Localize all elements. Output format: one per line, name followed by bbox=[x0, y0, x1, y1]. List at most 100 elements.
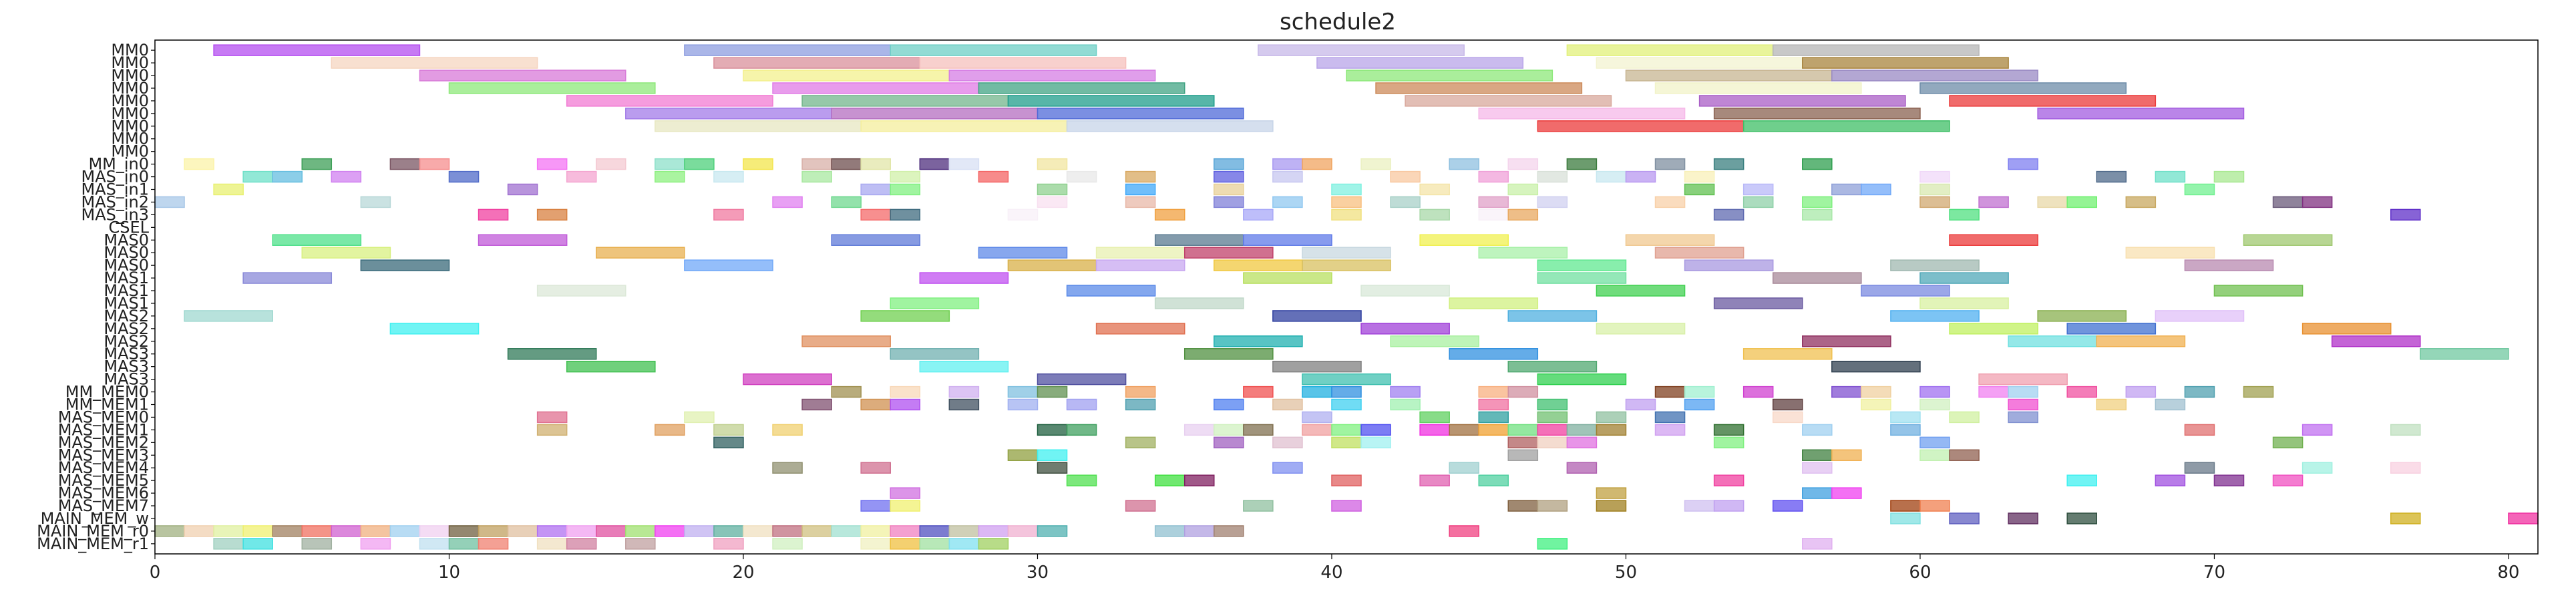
task-bar bbox=[772, 82, 980, 94]
task-bar bbox=[1390, 398, 1421, 411]
task-bar bbox=[1537, 538, 1568, 550]
task-bar bbox=[1331, 183, 1362, 196]
row-label: MAS3 bbox=[104, 370, 149, 389]
task-bar bbox=[948, 398, 980, 411]
task-bar bbox=[566, 360, 656, 373]
row-label: MAS0 bbox=[104, 243, 149, 262]
task-bar bbox=[1125, 170, 1156, 183]
task-bar bbox=[1713, 500, 1744, 512]
task-bar bbox=[536, 538, 568, 550]
task-bar bbox=[684, 158, 715, 170]
row-label: MAS_MEM2 bbox=[58, 433, 149, 452]
task-bar bbox=[213, 183, 244, 196]
task-bar bbox=[1861, 386, 1891, 398]
task-bar bbox=[2155, 170, 2186, 183]
row-label: MM0 bbox=[111, 117, 149, 136]
task-bar bbox=[1066, 424, 1097, 436]
row-label: MM0 bbox=[111, 104, 149, 123]
task-bar bbox=[1007, 398, 1039, 411]
task-bar bbox=[860, 183, 891, 196]
task-bar bbox=[1066, 398, 1097, 411]
task-bar bbox=[1243, 208, 1274, 221]
task-bar bbox=[507, 183, 538, 196]
task-bar bbox=[1919, 386, 1950, 398]
task-bar bbox=[1302, 158, 1332, 170]
task-bar bbox=[2066, 512, 2098, 524]
task-bar bbox=[1684, 183, 1715, 196]
task-bar bbox=[1831, 183, 1862, 196]
task-bar bbox=[1214, 170, 1244, 183]
task-bar bbox=[948, 158, 980, 170]
task-bar bbox=[890, 398, 921, 411]
x-tick-label: 20 bbox=[732, 563, 754, 583]
task-bar bbox=[831, 386, 862, 398]
task-bar bbox=[919, 158, 950, 170]
task-bar bbox=[1537, 436, 1568, 449]
task-bar bbox=[331, 525, 362, 537]
task-bar bbox=[1566, 436, 1598, 449]
task-bar bbox=[536, 158, 568, 170]
task-bar bbox=[242, 272, 333, 284]
task-bar bbox=[1537, 196, 1568, 208]
task-bar bbox=[301, 538, 333, 550]
task-bar bbox=[890, 487, 921, 499]
task-bar bbox=[213, 44, 421, 56]
task-bar bbox=[1772, 272, 1862, 284]
task-bar bbox=[713, 525, 744, 537]
task-bar bbox=[595, 158, 626, 170]
row-label: MM_in0 bbox=[88, 155, 149, 174]
task-bar bbox=[1949, 323, 2038, 335]
task-bar bbox=[1037, 424, 1068, 436]
task-bar bbox=[1449, 158, 1479, 170]
task-bar bbox=[1066, 474, 1097, 486]
task-bar bbox=[2390, 462, 2421, 474]
task-bar bbox=[1596, 57, 1803, 69]
task-bar bbox=[1154, 208, 1185, 221]
task-bar bbox=[1037, 158, 1068, 170]
task-bar bbox=[1154, 474, 1185, 486]
task-bar bbox=[1331, 436, 1362, 449]
task-bar bbox=[1478, 108, 1686, 120]
task-bar bbox=[1625, 69, 1833, 82]
task-bar bbox=[566, 538, 597, 550]
task-bar bbox=[1419, 474, 1450, 486]
task-bar bbox=[1802, 462, 1833, 474]
task-bar bbox=[1331, 424, 1362, 436]
task-bar bbox=[419, 538, 450, 550]
task-bar bbox=[1125, 500, 1156, 512]
task-bar bbox=[1654, 247, 1744, 259]
task-bar bbox=[2125, 386, 2157, 398]
task-bar bbox=[1537, 373, 1627, 386]
task-bar bbox=[743, 373, 832, 386]
task-bar bbox=[801, 170, 832, 183]
task-bar bbox=[1331, 398, 1362, 411]
task-bar bbox=[1713, 208, 1744, 221]
task-bar bbox=[1007, 95, 1215, 107]
task-bar bbox=[1684, 259, 1774, 271]
x-tick-label: 0 bbox=[150, 563, 161, 583]
task-bar bbox=[2037, 196, 2068, 208]
task-bar bbox=[1066, 170, 1097, 183]
task-bar bbox=[1802, 335, 1891, 347]
task-bar bbox=[242, 525, 273, 537]
task-bar bbox=[1890, 411, 1921, 424]
task-bar bbox=[1742, 386, 1774, 398]
task-bar bbox=[1095, 247, 1185, 259]
row-label: MM0 bbox=[111, 130, 149, 148]
task-bar bbox=[154, 196, 185, 208]
task-bar bbox=[1272, 436, 1303, 449]
task-bar bbox=[919, 525, 950, 537]
task-bar bbox=[1390, 196, 1421, 208]
task-bar bbox=[890, 538, 921, 550]
task-bar bbox=[1066, 285, 1156, 297]
task-bar bbox=[1713, 158, 1744, 170]
task-bar bbox=[213, 538, 244, 550]
task-bar bbox=[1507, 360, 1598, 373]
row-label: MAS1 bbox=[104, 269, 149, 287]
task-bar bbox=[1037, 386, 1068, 398]
task-bar bbox=[772, 196, 803, 208]
task-bar bbox=[2008, 335, 2098, 347]
task-bar bbox=[1684, 386, 1715, 398]
task-bar bbox=[1302, 259, 1391, 271]
task-bar bbox=[2184, 386, 2215, 398]
